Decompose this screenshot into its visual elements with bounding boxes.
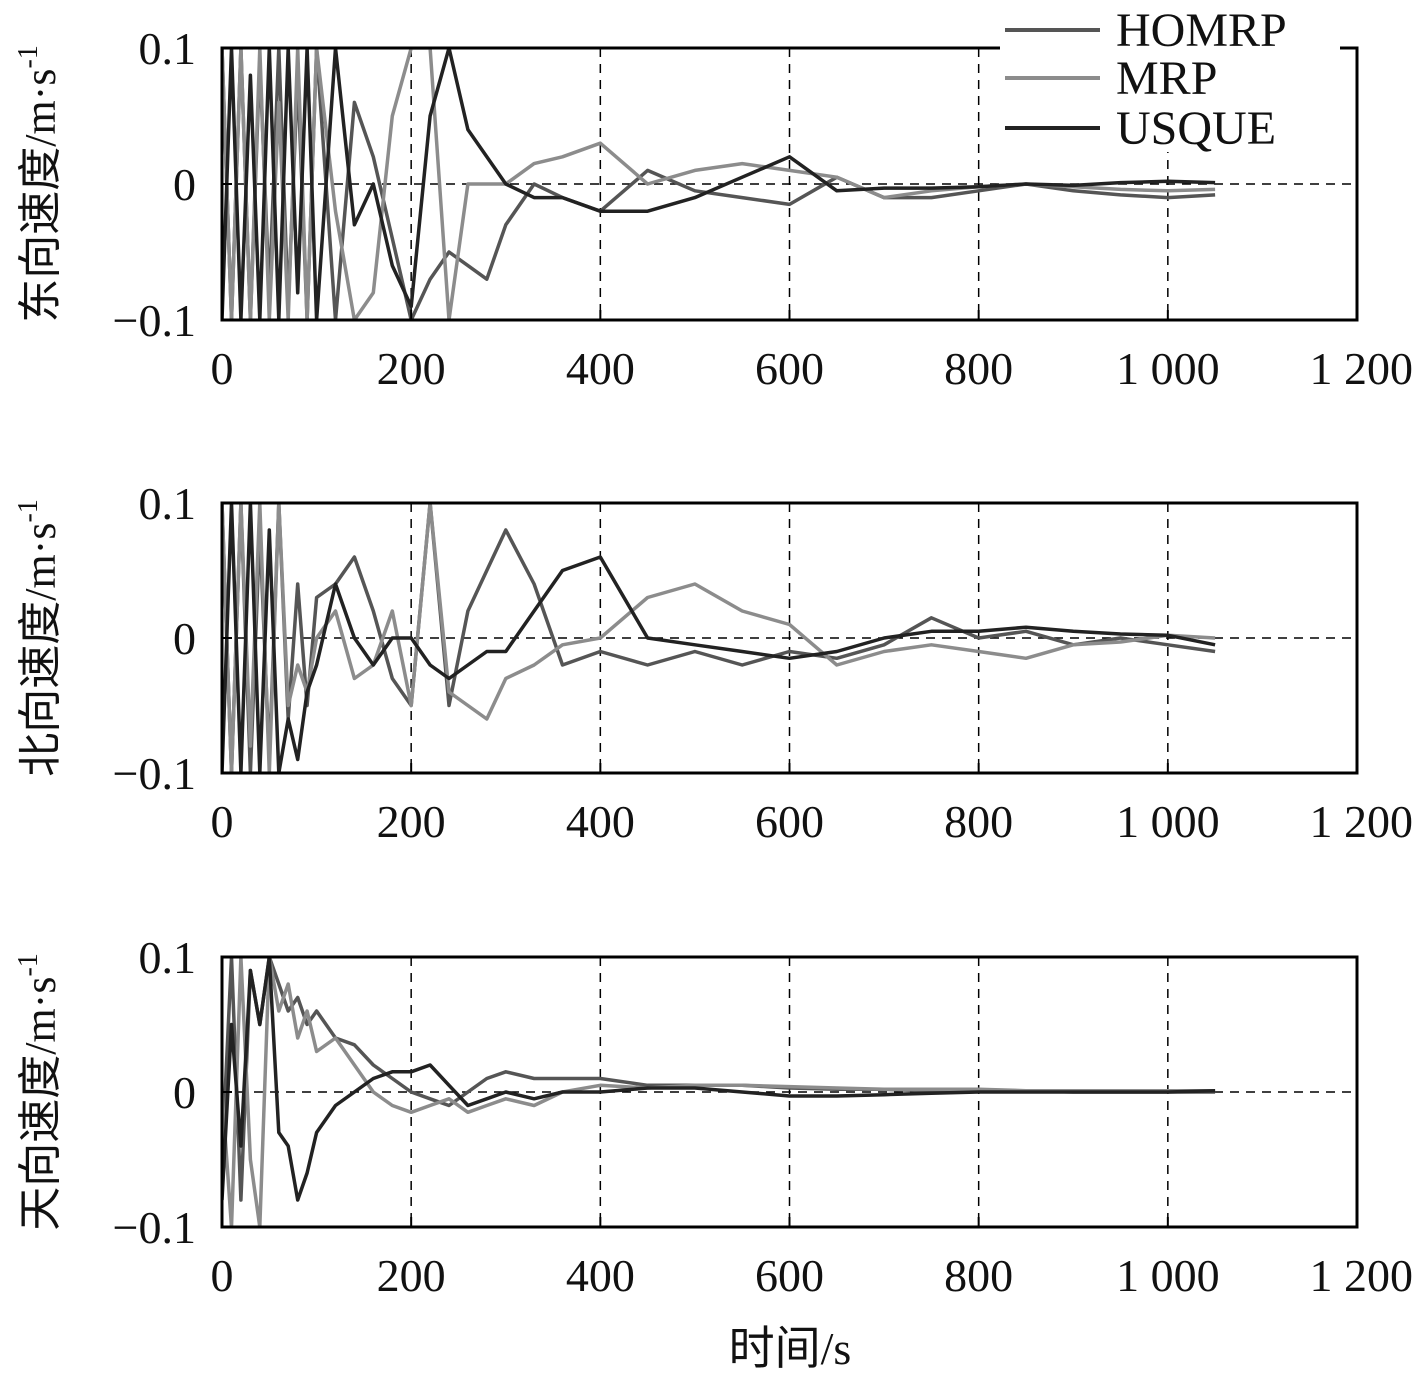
yticks-east: −0.1 0 0.1 [113, 23, 232, 346]
series-line-north-homrp [222, 503, 1216, 773]
ylabel-up-sup: -1 [13, 953, 44, 976]
series-line-north-usque [222, 503, 1216, 773]
ylabel-east-text: 东向速度/m·s [16, 69, 65, 323]
ytick-label-east-1: 0 [173, 159, 196, 210]
series-line-up-mrp [222, 957, 1216, 1227]
ytick-label-north-2: 0.1 [139, 478, 197, 529]
ytick-label-north-1: 0 [173, 613, 196, 664]
xtick-label-up-600: 600 [755, 1250, 824, 1301]
ytick-label-up-1: 0 [173, 1067, 196, 1118]
xticks-east: 0 200 400 600 800 1 000 1 200 [211, 310, 1414, 394]
ytick-label-up-2: 0.1 [139, 932, 197, 983]
xtick-label-east-600: 600 [755, 343, 824, 394]
yticks-north: −0.1 0 0.1 [113, 478, 232, 799]
ylabel-north: 北向速度/m·s-1 [13, 499, 65, 777]
ylabel-east: 东向速度/m·s-1 [13, 45, 65, 323]
panel-up-velocity: 0 200 400 600 800 1 000 1 200 −0.1 0 0.1 天向速度/m·… [13, 932, 1413, 1301]
series-line-east-homrp [222, 48, 1216, 320]
panel-north-velocity: 0 200 400 600 800 1 000 1 200 −0.1 0 0.1 北向速度/m·… [13, 478, 1413, 847]
xtick-label-east-1200: 1 200 [1310, 343, 1414, 394]
grid-east [222, 48, 1357, 320]
ytick-label-east-2: 0.1 [139, 23, 197, 74]
xtick-label-north-1000: 1 000 [1116, 796, 1220, 847]
xtick-label-up-800: 800 [944, 1250, 1013, 1301]
xtick-label-up-0: 0 [211, 1250, 234, 1301]
xtick-label-east-200: 200 [377, 343, 446, 394]
xtick-label-north-600: 600 [755, 796, 824, 847]
xticks-north: 0 200 400 600 800 1 000 1 200 [211, 763, 1414, 847]
ytick-label-east-0: −0.1 [113, 295, 196, 346]
series-group-north [222, 503, 1216, 773]
ylabel-up: 天向速度/m·s-1 [13, 953, 65, 1231]
xtick-label-up-1000: 1 000 [1116, 1250, 1220, 1301]
xtick-label-up-400: 400 [566, 1250, 635, 1301]
legend-label-homrp: HOMRP [1116, 4, 1287, 57]
xtick-label-east-400: 400 [566, 343, 635, 394]
series-group-up [222, 957, 1216, 1227]
xtick-label-up-1200: 1 200 [1310, 1250, 1414, 1301]
series-group-east [222, 48, 1216, 320]
xtick-label-north-400: 400 [566, 796, 635, 847]
series-line-east-mrp [222, 48, 1216, 320]
xtick-label-up-200: 200 [377, 1250, 446, 1301]
yticks-up: −0.1 0 0.1 [113, 932, 232, 1253]
xtick-label-north-1200: 1 200 [1310, 796, 1414, 847]
series-line-east-usque [222, 48, 1216, 320]
xtick-label-east-1000: 1 000 [1116, 343, 1220, 394]
xtick-label-east-800: 800 [944, 343, 1013, 394]
legend-label-usque: USQUE [1116, 102, 1276, 155]
xtick-label-east-0: 0 [211, 343, 234, 394]
ylabel-east-sup: -1 [13, 45, 44, 68]
legend: HOMRP MRP USQUE [1000, 4, 1340, 155]
xticks-up: 0 200 400 600 800 1 000 1 200 [211, 1217, 1414, 1301]
ytick-label-up-0: −0.1 [113, 1202, 196, 1253]
ylabel-north-text: 北向速度/m·s [16, 523, 65, 777]
xtick-label-north-800: 800 [944, 796, 1013, 847]
xtick-label-north-0: 0 [211, 796, 234, 847]
ylabel-north-sup: -1 [13, 499, 44, 522]
series-line-north-mrp [222, 503, 1216, 773]
ylabel-up-text: 天向速度/m·s [16, 977, 65, 1231]
xtick-label-north-200: 200 [377, 796, 446, 847]
panel-east-velocity: 0 200 400 600 800 1 000 1 200 −0.1 0 0.1 东向速度/m·… [13, 23, 1413, 394]
series-line-up-usque [222, 957, 1216, 1202]
legend-label-mrp: MRP [1116, 52, 1217, 105]
ytick-label-north-0: −0.1 [113, 748, 196, 799]
xlabel: 时间/s [729, 1323, 852, 1374]
